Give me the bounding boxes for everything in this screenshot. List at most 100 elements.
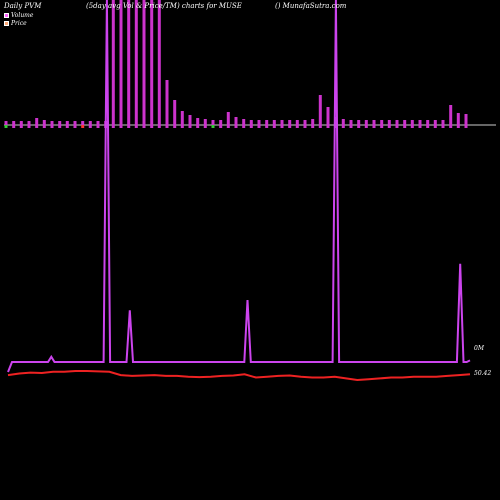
volume-bar bbox=[456, 113, 460, 125]
price-tick bbox=[426, 125, 430, 128]
volume-bar bbox=[349, 120, 353, 125]
price-tick bbox=[318, 125, 322, 128]
volume-bar bbox=[142, 0, 146, 125]
volume-bar bbox=[433, 120, 437, 125]
price-tick bbox=[211, 125, 215, 128]
volume-bar bbox=[73, 121, 77, 125]
volume-bar bbox=[134, 0, 138, 125]
legend-price-swatch bbox=[4, 21, 9, 26]
price-tick bbox=[341, 125, 345, 128]
price-tick bbox=[180, 125, 184, 128]
volume-bar bbox=[42, 120, 46, 125]
volume-bar bbox=[426, 120, 430, 125]
price-tick bbox=[4, 125, 8, 128]
volume-bar bbox=[58, 121, 62, 125]
price-tick bbox=[403, 125, 407, 128]
price-tick bbox=[380, 125, 384, 128]
volume-bar bbox=[196, 118, 200, 125]
volume-bar bbox=[81, 121, 85, 125]
price-tick bbox=[311, 125, 315, 128]
price-tick bbox=[19, 125, 23, 128]
legend-volume-swatch bbox=[4, 13, 9, 18]
volume-bar bbox=[311, 119, 315, 125]
price-tick bbox=[234, 125, 238, 128]
volume-bar bbox=[364, 120, 368, 125]
volume-bar bbox=[27, 121, 31, 125]
volume-bar bbox=[219, 120, 223, 125]
volume-axis-label: 0M bbox=[474, 345, 484, 352]
price-tick bbox=[433, 125, 437, 128]
volume-bar bbox=[441, 120, 445, 125]
price-tick bbox=[364, 125, 368, 128]
volume-bar bbox=[464, 114, 468, 125]
volume-bar bbox=[280, 120, 284, 125]
volume-bar bbox=[211, 120, 215, 125]
volume-bar bbox=[88, 121, 92, 125]
volume-bar bbox=[357, 120, 361, 125]
volume-bar bbox=[157, 0, 161, 125]
price-tick bbox=[464, 125, 468, 128]
price-tick bbox=[27, 125, 31, 128]
price-tick bbox=[272, 125, 276, 128]
price-tick bbox=[73, 125, 77, 128]
price-tick bbox=[441, 125, 445, 128]
volume-bar bbox=[65, 121, 69, 125]
legend-price: Price bbox=[4, 20, 27, 27]
volume-bar bbox=[295, 120, 299, 125]
price-tick bbox=[203, 125, 207, 128]
legend-price-label: Price bbox=[11, 20, 27, 27]
price-tick bbox=[157, 125, 161, 128]
volume-bar bbox=[180, 111, 184, 125]
volume-bar bbox=[449, 105, 453, 125]
price-tick bbox=[395, 125, 399, 128]
volume-bar bbox=[318, 95, 322, 125]
volume-bar bbox=[12, 121, 16, 125]
price-tick bbox=[265, 125, 269, 128]
volume-bar bbox=[226, 112, 230, 125]
price-tick bbox=[88, 125, 92, 128]
volume-bar bbox=[173, 100, 177, 125]
chart-title: Daily PVM bbox=[4, 2, 42, 10]
price-tick bbox=[12, 125, 16, 128]
volume-bar bbox=[272, 120, 276, 125]
price-tick bbox=[188, 125, 192, 128]
volume-bar bbox=[387, 120, 391, 125]
volume-bar bbox=[257, 120, 261, 125]
price-tick bbox=[219, 125, 223, 128]
volume-bar bbox=[242, 119, 246, 125]
price-tick bbox=[35, 125, 39, 128]
price-tick bbox=[173, 125, 177, 128]
volume-bar bbox=[4, 121, 8, 125]
price-tick bbox=[280, 125, 284, 128]
price-tick bbox=[410, 125, 414, 128]
price-tick bbox=[257, 125, 261, 128]
volume-bar bbox=[150, 0, 154, 125]
price-tick bbox=[303, 125, 307, 128]
price-tick bbox=[50, 125, 54, 128]
price-tick bbox=[81, 125, 85, 128]
price-axis-label: 50.42 bbox=[474, 370, 492, 377]
price-tick bbox=[127, 125, 131, 128]
volume-bar bbox=[234, 117, 238, 125]
volume-bar bbox=[19, 121, 23, 125]
price-tick bbox=[387, 125, 391, 128]
volume-bar bbox=[303, 120, 307, 125]
volume-bar bbox=[165, 80, 169, 125]
legend-volume-label: Volume bbox=[11, 12, 34, 19]
volume-bar bbox=[341, 119, 345, 125]
price-tick bbox=[372, 125, 376, 128]
volume-bar bbox=[249, 120, 253, 125]
volume-bar bbox=[395, 120, 399, 125]
volume-bar bbox=[403, 120, 407, 125]
price-tick bbox=[295, 125, 299, 128]
volume-bar bbox=[111, 0, 115, 125]
price-tick bbox=[196, 125, 200, 128]
volume-bar bbox=[288, 120, 292, 125]
volume-bar bbox=[96, 121, 100, 125]
volume-bars bbox=[4, 0, 468, 125]
price-tick bbox=[111, 125, 115, 128]
volume-bar bbox=[119, 0, 123, 125]
price-line bbox=[7, 370, 471, 382]
volume-bar bbox=[50, 121, 54, 125]
